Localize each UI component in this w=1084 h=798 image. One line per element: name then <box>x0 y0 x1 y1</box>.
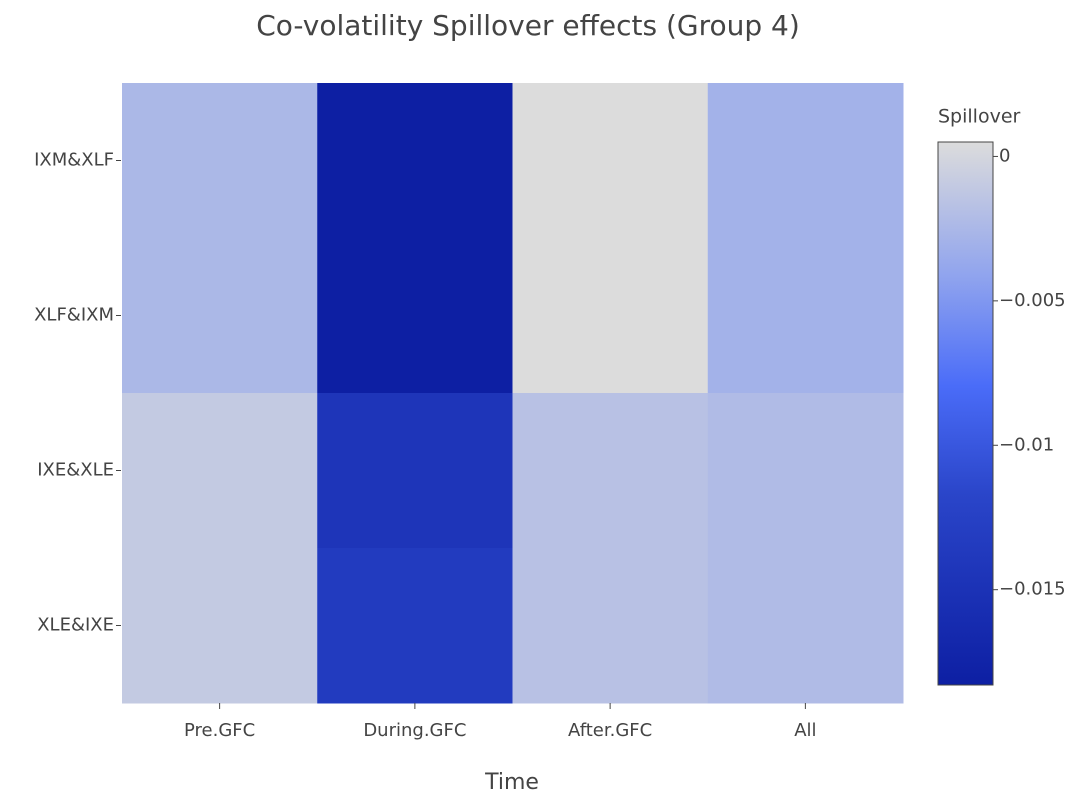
heatmap-cell <box>317 393 513 549</box>
heatmap-cell <box>512 393 709 549</box>
colorbar-tick-label: −0.005 <box>999 290 1066 311</box>
heatmap-cell <box>122 83 318 239</box>
heatmap-cell <box>317 83 513 239</box>
y-tick-label: XLE&IXE <box>37 615 114 636</box>
heatmap-cell <box>317 548 513 704</box>
heatmap-cell <box>122 238 318 394</box>
heatmap-cell <box>512 238 709 394</box>
heatmap-cell <box>512 548 709 704</box>
y-tick-label: IXE&XLE <box>37 460 114 481</box>
chart-title: Co-volatility Spillover effects (Group 4… <box>256 9 800 42</box>
heatmap-cell <box>122 548 318 704</box>
colorbar-title: Spillover <box>938 106 1021 128</box>
heatmap-cell <box>707 238 904 394</box>
x-tick-label: All <box>794 720 816 741</box>
heatmap-cell <box>707 393 904 549</box>
y-tick-label: IXM&XLF <box>34 150 114 171</box>
y-tick-label: XLF&IXM <box>34 305 114 326</box>
x-tick-label: During.GFC <box>363 720 466 741</box>
heatmap-cell <box>707 548 904 704</box>
x-tick-label: Pre.GFC <box>184 720 255 741</box>
x-tick-label: After.GFC <box>568 720 652 741</box>
x-axis-label: Time <box>484 770 539 795</box>
heatmap-cell <box>122 393 318 549</box>
heatmap-cell <box>707 83 904 239</box>
colorbar-tick-label: 0 <box>999 145 1010 166</box>
heatmap-cell <box>512 83 709 239</box>
colorbar-tick-label: −0.01 <box>999 434 1054 455</box>
heatmap-cell <box>317 238 513 394</box>
colorbar <box>937 141 994 686</box>
colorbar-tick-label: −0.015 <box>999 579 1066 600</box>
